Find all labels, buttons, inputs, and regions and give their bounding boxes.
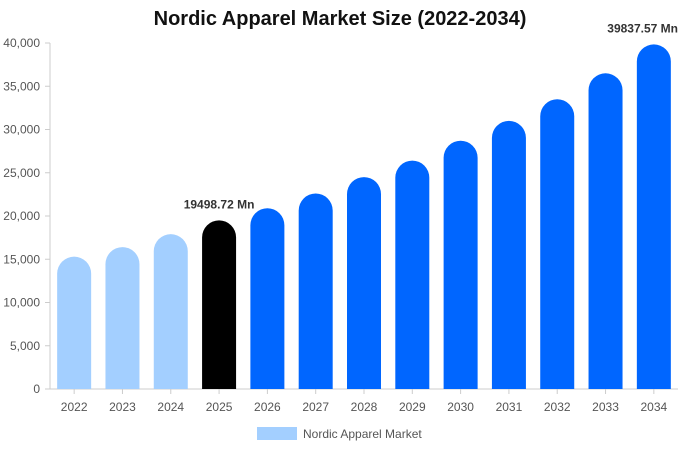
bar-2034 [636,44,671,389]
x-axis: 2022 2023 2024 2025 2026 2027 2028 2029 2030 2031… [50,388,678,414]
x-tick-label: 2032 [544,400,571,414]
y-tick-label: 25,000 [3,166,40,180]
bar-2033 [588,73,623,390]
data-label-2034: 39837.57 Mn [607,21,678,35]
y-tick-label: 35,000 [3,79,40,93]
x-tick-label: 2034 [640,400,667,414]
bar-2029 [395,160,430,389]
chart-title: Nordic Apparel Market Size (2022-2034) [153,8,527,30]
x-tick-label: 2027 [302,400,329,414]
bar-2027 [298,193,333,389]
x-tick-label: 2029 [399,400,426,414]
legend-label: Nordic Apparel Market [303,427,422,441]
x-tick-label: 2026 [254,400,281,414]
x-tick-label: 2024 [157,400,184,414]
y-tick-label: 10,000 [3,296,40,310]
y-tick-label: 0 [33,382,40,396]
bar-2030 [443,140,478,389]
x-tick-label: 2028 [351,400,378,414]
x-tick-label: 2030 [447,400,474,414]
x-tick-label: 2033 [592,400,619,414]
y-tick-label: 20,000 [3,209,40,223]
x-tick-label: 2023 [109,400,136,414]
bar-2023 [105,247,140,389]
bar-2028 [347,177,381,389]
bars [57,44,671,390]
y-tick-label: 40,000 [3,36,40,50]
y-tick-label: 30,000 [3,123,40,137]
bar-2025 [202,220,237,389]
bar-2032 [540,99,575,389]
y-tick-label: 5,000 [10,339,40,353]
bar-2024 [153,234,188,389]
y-axis: 0 5,000 10,000 15,000 20,000 25,000 30,000 35,0… [3,36,51,396]
data-label-2025: 19498.72 Mn [184,197,255,211]
legend: Nordic Apparel Market [257,427,422,441]
x-tick-label: 2031 [496,400,523,414]
x-tick-label: 2025 [206,400,233,414]
legend-swatch [257,427,297,440]
y-tick-label: 15,000 [3,252,40,266]
bar-2022 [57,256,92,389]
bar-2026 [250,208,285,389]
x-tick-label: 2022 [61,400,88,414]
bar-2031 [491,120,526,389]
data-labels: 19498.72 Mn 39837.57 Mn [184,21,678,211]
